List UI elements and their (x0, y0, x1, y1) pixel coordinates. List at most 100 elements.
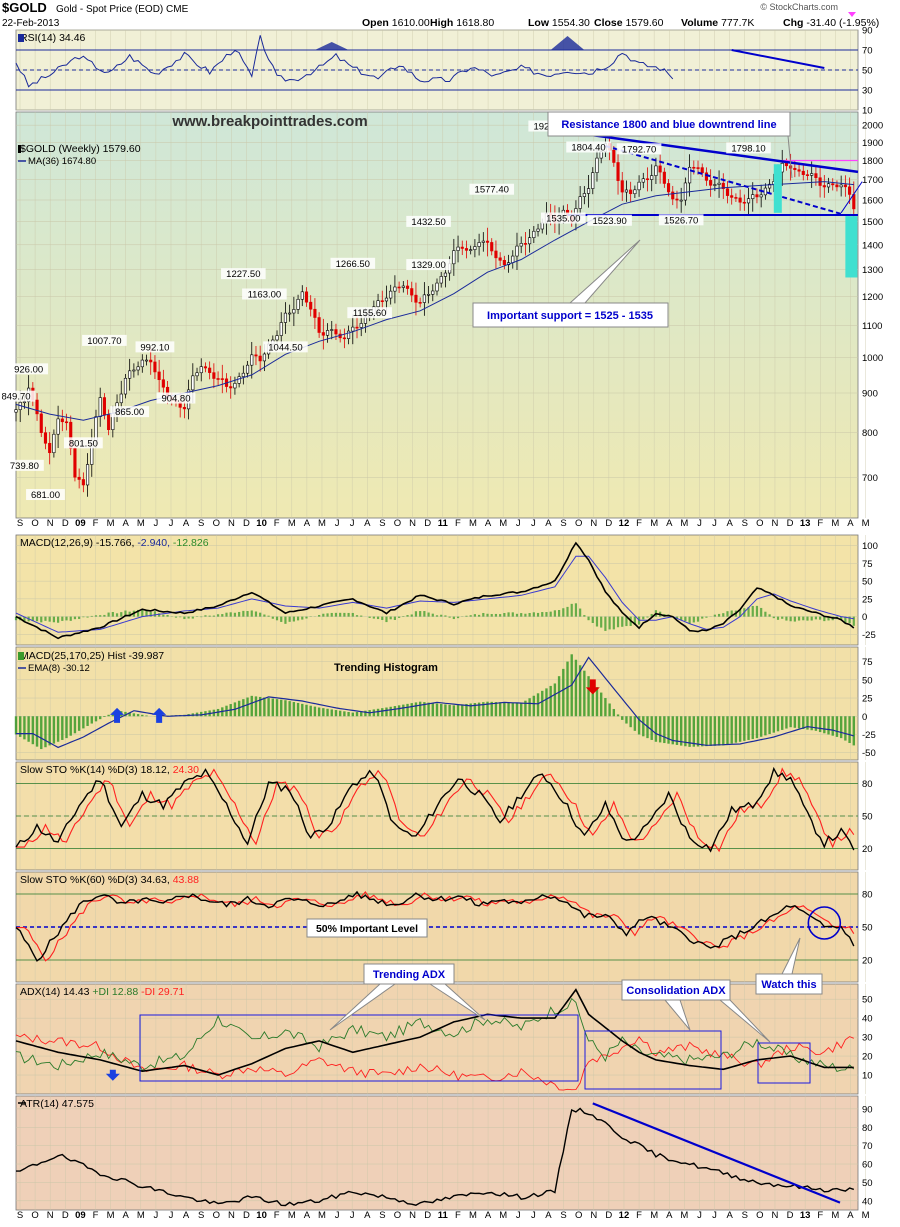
price-label: 926.00 (14, 364, 43, 375)
candle-body (288, 312, 292, 315)
annotation-box (547, 111, 791, 137)
x-tick-label: A (183, 518, 190, 529)
candle-body (595, 157, 599, 173)
price-label-bg (135, 341, 175, 353)
watch-this-annotation: Watch this (761, 979, 816, 991)
x-tick-label: A (364, 1210, 371, 1221)
callout-pointer (781, 937, 801, 975)
candle-body (435, 282, 439, 292)
price-label-bg (263, 341, 308, 353)
price-label-bg (242, 288, 287, 300)
x-tick-label: M (680, 1210, 688, 1221)
candle-body (300, 291, 304, 300)
x-tick-label: O (213, 518, 220, 529)
candle-body (666, 183, 671, 193)
x-tick-label: N (772, 518, 779, 529)
x-tick-label: 10 (256, 518, 267, 529)
x-tick-label: 09 (75, 518, 86, 529)
price-label: 1155.60 (353, 308, 387, 319)
candle-body (102, 397, 106, 416)
price-label-bg (541, 212, 586, 224)
price-label: 904.80 (161, 394, 190, 405)
y-tick-label: 1400 (862, 240, 883, 251)
price-label: 1432.50 (411, 217, 445, 228)
price-label: 849.70 (1, 392, 30, 403)
x-tick-label: F (817, 1210, 823, 1221)
candle-body (296, 298, 300, 310)
candle-body (161, 379, 165, 388)
candle-body (662, 171, 666, 184)
x-tick-label: M (318, 1210, 326, 1221)
x-tick-label: 12 (619, 518, 630, 529)
x-tick-label: M (862, 1210, 870, 1221)
x-tick-label: O (31, 518, 38, 529)
y-tick-label: 1900 (862, 138, 883, 149)
y-tick-label: 900 (862, 388, 878, 399)
adx-box (139, 1014, 579, 1082)
candle-body (220, 378, 224, 380)
atr-trendline (592, 1102, 841, 1204)
x-tick-label: J (335, 518, 340, 529)
candle-body (452, 250, 456, 265)
rsi-title: RSI(14) 34.46 (20, 32, 86, 44)
price-label: 1044.50 (268, 342, 302, 353)
price-label: 681.00 (31, 490, 60, 501)
x-tick-label: D (62, 518, 69, 529)
downtrend-line (563, 129, 859, 174)
y-tick-label: 25 (862, 594, 873, 605)
candle-body (751, 194, 755, 200)
candle-body (140, 359, 144, 368)
x-tick-label: O (756, 518, 763, 529)
x-tick-label: N (47, 518, 54, 529)
price-label-bg (406, 259, 451, 271)
x-tick-label: A (304, 518, 311, 529)
callout-pointer (329, 983, 486, 1031)
rsi-overbought-fill (314, 36, 585, 50)
y-tick-label: 80 (862, 890, 873, 901)
candle-body (810, 173, 814, 176)
candle-body (397, 286, 401, 289)
consolidation-adx-annotation: Consolidation ADX (626, 985, 726, 997)
candle-body (325, 330, 330, 336)
x-tick-label: M (137, 1210, 145, 1221)
ohlc-field: Chg -31.40 (-1.95%) (783, 17, 879, 29)
x-tick-label: S (560, 518, 566, 529)
x-tick-label: S (198, 1210, 204, 1221)
candle-body (717, 182, 721, 185)
candle-body (351, 326, 355, 332)
price-title: $GOLD (Weekly) 1579.60 (20, 143, 141, 155)
candle-body (123, 377, 128, 395)
candle-body (347, 330, 351, 339)
candle-body (22, 401, 26, 404)
y-tick-label: 50 (862, 66, 873, 77)
candle-body (645, 178, 650, 181)
candle-body (696, 167, 700, 169)
projection-line (840, 181, 863, 214)
x-tick-label: A (726, 518, 733, 529)
panel-adx (15, 983, 859, 1095)
candle-body (835, 184, 839, 188)
x-tick-label: S (17, 1210, 23, 1221)
candle-body (107, 414, 111, 430)
y-tick-label: 25 (862, 694, 873, 705)
candle-body (422, 294, 426, 303)
price-label: 801.50 (69, 438, 98, 449)
candle-body (700, 167, 704, 174)
x-tick-label: S (560, 1210, 566, 1221)
y-tick-label: 70 (862, 1141, 873, 1152)
x-tick-label: D (424, 518, 431, 529)
x-tick-label: D (62, 1210, 69, 1221)
ema-title: EMA(8) -30.12 (28, 663, 90, 674)
x-tick-label: D (243, 1210, 250, 1221)
candle-body (784, 162, 788, 167)
candle-body (801, 170, 805, 175)
x-tick-label: S (379, 518, 385, 529)
price-label: 1798.10 (731, 143, 765, 154)
candle-body (831, 183, 835, 186)
x-tick-label: M (288, 518, 296, 529)
candle-body (814, 173, 818, 179)
x-tick-label: J (350, 1210, 355, 1221)
x-tick-label: J (169, 1210, 174, 1221)
candle-body (81, 479, 85, 486)
candle-body (275, 335, 279, 341)
